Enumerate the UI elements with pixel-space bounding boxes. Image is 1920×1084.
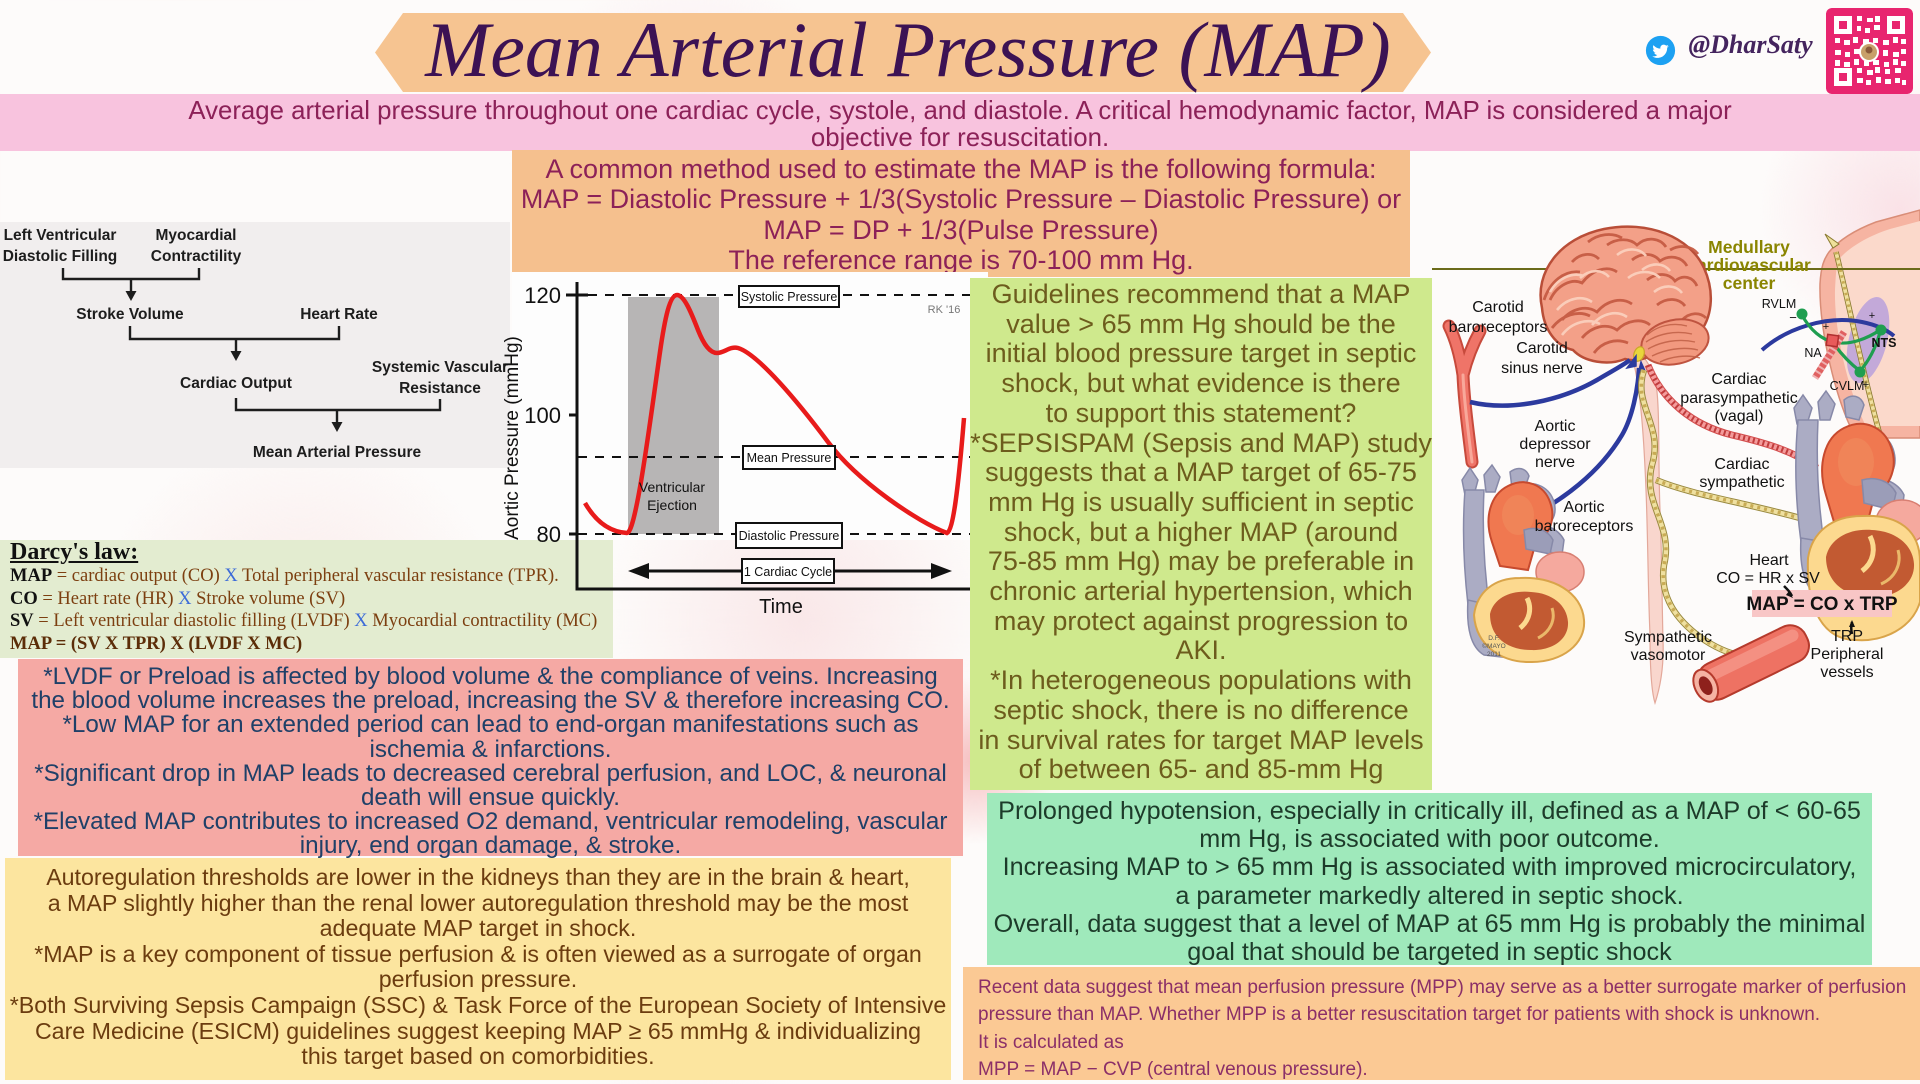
svg-text:baroreceptors: baroreceptors	[1535, 518, 1634, 535]
svg-text:CO = HR x SV: CO = HR x SV	[1716, 570, 1820, 587]
svg-text:Myocardial: Myocardial	[156, 227, 237, 244]
svg-text:RK '16: RK '16	[928, 304, 961, 316]
svg-text:NTS: NTS	[1872, 336, 1897, 350]
svg-text:D.F.: D.F.	[1488, 635, 1500, 642]
svg-text:120: 120	[524, 283, 561, 308]
svg-text:(vagal): (vagal)	[1715, 408, 1764, 425]
svg-text:Mean Arterial Pressure: Mean Arterial Pressure	[253, 444, 422, 461]
svg-text:Stroke Volume: Stroke Volume	[76, 306, 184, 323]
svg-text:2011: 2011	[1487, 651, 1501, 658]
svg-text:depressor: depressor	[1519, 436, 1591, 453]
svg-text:Ejection: Ejection	[647, 497, 697, 513]
svg-text:Systolic Pressure: Systolic Pressure	[741, 290, 838, 304]
svg-text:RVLM: RVLM	[1762, 297, 1797, 311]
svg-text:Systemic Vascular: Systemic Vascular	[372, 359, 508, 376]
svg-text:Medullary: Medullary	[1708, 237, 1790, 257]
svg-text:parasympathetic: parasympathetic	[1680, 390, 1797, 407]
svg-text:Aortic Pressure (mmHg): Aortic Pressure (mmHg)	[502, 336, 523, 540]
svg-text:Cardiac Output: Cardiac Output	[180, 375, 292, 392]
svg-text:Cardiac: Cardiac	[1711, 371, 1766, 388]
svg-text:Ventricular: Ventricular	[639, 479, 705, 495]
svg-text:center: center	[1723, 273, 1776, 293]
svg-text:+: +	[1863, 379, 1869, 391]
svg-text:+: +	[1823, 321, 1829, 333]
svg-text:Peripheral: Peripheral	[1811, 646, 1884, 663]
svg-text:TRP: TRP	[1831, 628, 1863, 645]
svg-text:Heart Rate: Heart Rate	[300, 306, 378, 323]
svg-text:cardiovascular: cardiovascular	[1687, 255, 1811, 275]
svg-text:nerve: nerve	[1535, 454, 1575, 471]
svg-text:sympathetic: sympathetic	[1699, 474, 1784, 491]
svg-text:NA: NA	[1804, 346, 1822, 360]
svg-text:Diastolic Filling: Diastolic Filling	[3, 248, 118, 265]
svg-text:Carotid: Carotid	[1516, 340, 1568, 357]
svg-text:80: 80	[537, 522, 561, 547]
svg-text:Contractility: Contractility	[151, 248, 242, 265]
svg-text:Cardiac: Cardiac	[1714, 456, 1769, 473]
svg-text:Diastolic Pressure: Diastolic Pressure	[739, 529, 840, 543]
svg-text:CVLM: CVLM	[1830, 379, 1865, 393]
svg-text:+: +	[1869, 310, 1875, 322]
svg-text:Heart: Heart	[1749, 552, 1789, 569]
svg-text:Aortic: Aortic	[1564, 499, 1605, 516]
svg-text:Mean Pressure: Mean Pressure	[747, 451, 832, 465]
svg-text:MAP = CO x TRP: MAP = CO x TRP	[1746, 594, 1897, 615]
svg-text:Resistance: Resistance	[399, 380, 481, 397]
svg-text:1 Cardiac Cycle: 1 Cardiac Cycle	[744, 565, 832, 579]
svg-text:sinus nerve: sinus nerve	[1501, 360, 1583, 377]
svg-text:Carotid: Carotid	[1472, 299, 1524, 316]
svg-text:vessels: vessels	[1820, 664, 1873, 681]
svg-text:−: −	[1789, 310, 1797, 325]
svg-text:Sympathetic: Sympathetic	[1624, 629, 1712, 646]
svg-text:Left Ventricular: Left Ventricular	[4, 227, 117, 244]
svg-text:Aortic: Aortic	[1535, 418, 1576, 435]
svg-text:vasomotor: vasomotor	[1631, 647, 1706, 664]
svg-text:Time: Time	[759, 596, 803, 618]
svg-text:©MAYO: ©MAYO	[1482, 642, 1505, 650]
svg-text:baroreceptors: baroreceptors	[1449, 319, 1548, 336]
svg-text:100: 100	[524, 403, 561, 428]
